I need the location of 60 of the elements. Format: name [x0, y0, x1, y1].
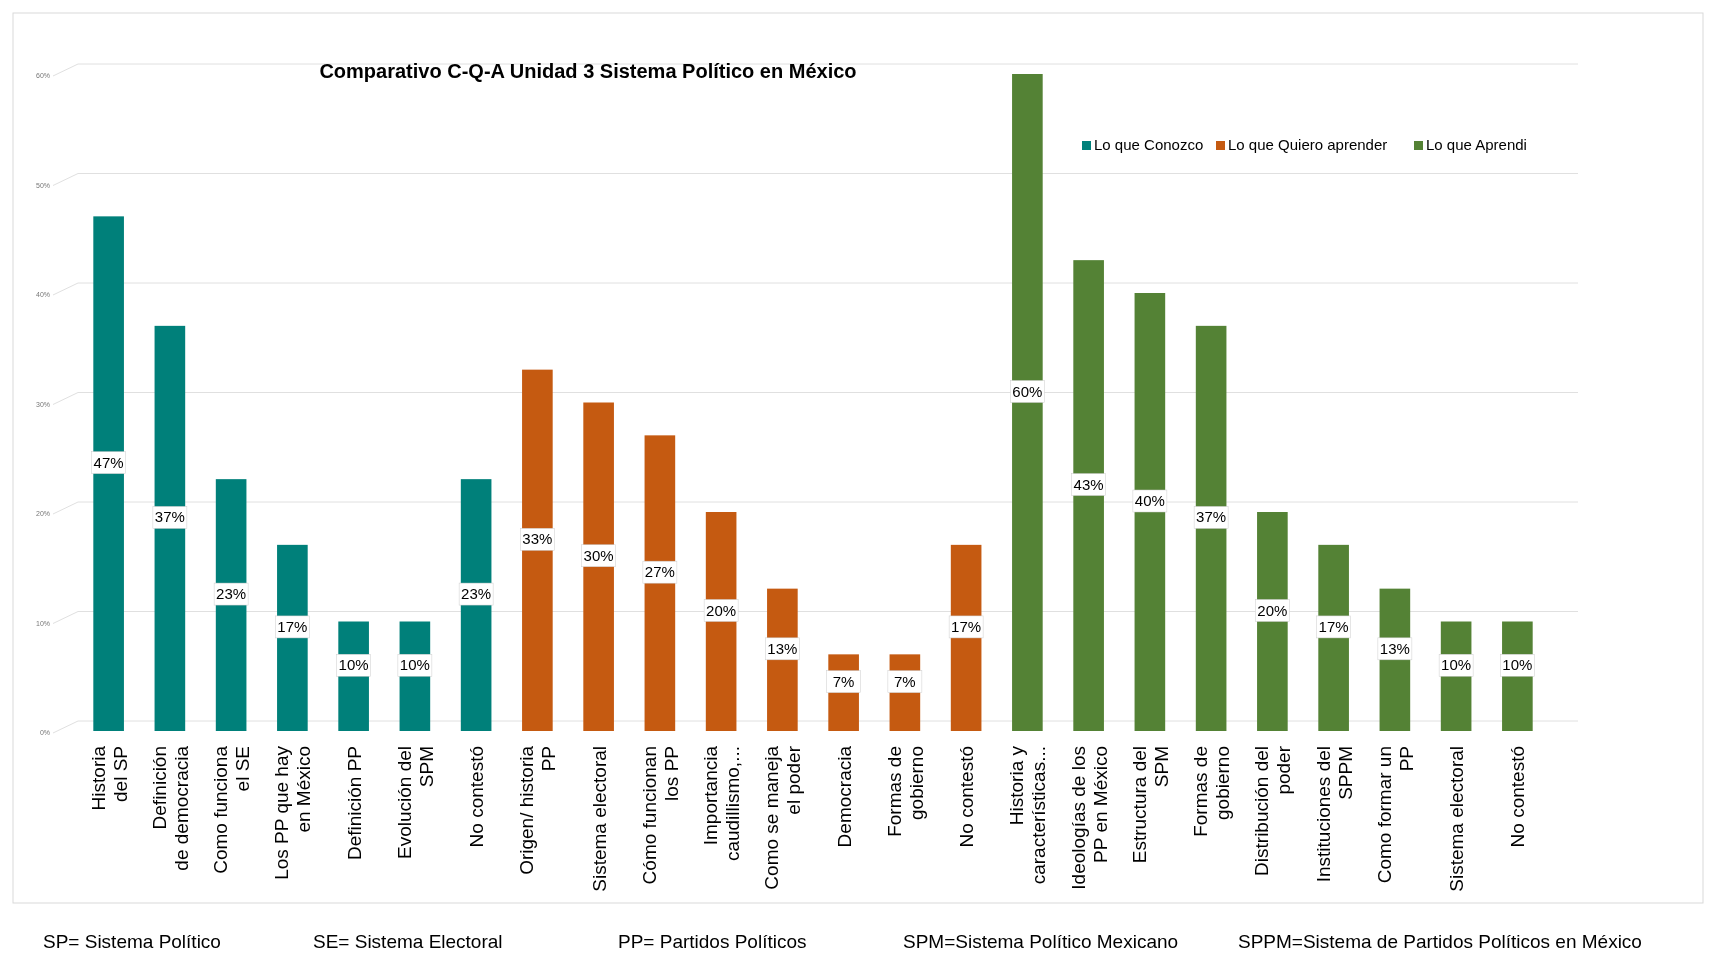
x-tick-label: Cómo funcionan los PP	[638, 746, 682, 885]
data-label: 17%	[1318, 617, 1349, 635]
x-tick-label: Democracia	[833, 745, 855, 848]
x-tick-label: Sistema electoral	[588, 746, 610, 892]
data-label: 23%	[461, 585, 492, 603]
x-tick-label: Importancia caudillismo,...	[700, 745, 744, 862]
bar	[583, 402, 614, 731]
x-tick-label: Estructura del SPM	[1128, 746, 1172, 864]
x-tick-label: Definición PP	[343, 746, 365, 861]
data-label: 30%	[583, 546, 614, 564]
data-label: 10%	[338, 656, 369, 674]
x-tick-label: Evolución del SPM	[393, 746, 437, 860]
data-label: 10%	[399, 656, 430, 674]
bar	[1195, 325, 1227, 731]
text: SPPM=Sistema de Partidos Políticos en México	[1238, 931, 1642, 952]
x-tick-label: No contestó	[956, 746, 978, 848]
legend-label: Lo que Quiero aprender	[1228, 136, 1388, 153]
x-tick-label: Formas de gobierno	[883, 746, 927, 837]
bar	[1012, 74, 1043, 731]
data-label: 17%	[277, 617, 308, 635]
data-label: 47%	[93, 453, 124, 471]
bar	[522, 369, 553, 731]
data-label: 13%	[767, 639, 798, 657]
data-label: 27%	[644, 563, 675, 581]
data-label: 17%	[951, 617, 982, 635]
text: SE= Sistema Electoral	[313, 931, 503, 952]
x-tick-label: Como formar un PP	[1373, 746, 1417, 884]
data-label: 7%	[894, 672, 916, 690]
text: SPM=Sistema Político Mexicano	[903, 931, 1179, 952]
data-label: 20%	[706, 601, 737, 619]
data-label: 43%	[1073, 475, 1104, 493]
chart-title: Comparativo C-Q-A Unidad 3 Sistema Político en México	[319, 60, 857, 82]
data-label: 37%	[1196, 508, 1227, 526]
bar	[1257, 512, 1288, 731]
x-tick-label: No contestó	[1507, 746, 1529, 848]
bar	[154, 325, 186, 731]
text: SP= Sistema Político	[43, 931, 221, 952]
data-label: 20%	[1257, 601, 1288, 619]
legend-label: Lo que Aprendi	[1426, 136, 1527, 153]
x-tick-label: No contestó	[466, 746, 488, 848]
data-label: 13%	[1379, 639, 1410, 657]
text: PP= Partidos Políticos	[618, 931, 807, 952]
data-label: 33%	[522, 530, 553, 548]
data-label: 23%	[216, 585, 247, 603]
data-label: 60%	[1012, 382, 1043, 400]
x-tick-label: Origen/ historia PP	[516, 745, 560, 875]
x-tick-label: Historia y características...	[1006, 745, 1050, 885]
bar	[1134, 293, 1166, 731]
data-label: 37%	[154, 508, 185, 526]
data-label: 40%	[1134, 492, 1165, 509]
data-label: 7%	[832, 672, 855, 690]
data-label: 10%	[1502, 656, 1533, 674]
legend-label: Lo que Conozco	[1094, 136, 1204, 153]
bar	[644, 435, 676, 731]
bar	[1073, 260, 1104, 731]
x-tick-label: Formas de gobierno	[1190, 746, 1234, 837]
x-tick-label: Historia del SP	[87, 745, 131, 811]
data-label: 10%	[1441, 656, 1472, 674]
x-tick-label: Sistema electoral	[1446, 746, 1468, 892]
bar	[93, 216, 124, 731]
